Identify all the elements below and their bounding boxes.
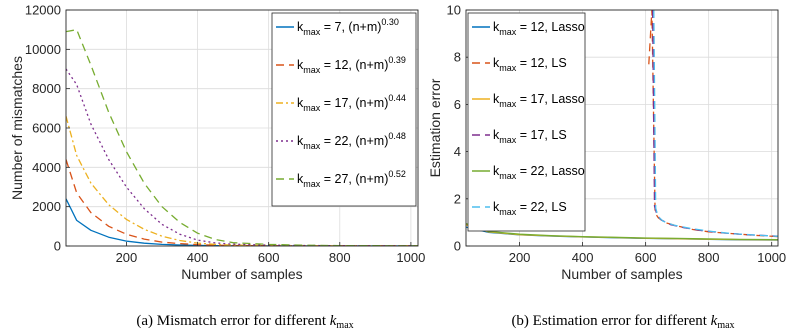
series-line-5 xyxy=(66,29,418,246)
x-tick-label: 400 xyxy=(187,250,209,265)
y-tick-label: 2000 xyxy=(32,199,61,214)
y-tick-label: 4 xyxy=(454,144,461,159)
y-tick-label: 8000 xyxy=(32,81,61,96)
legend-box xyxy=(467,12,586,232)
series-line-2 xyxy=(66,159,418,246)
legend-entry-5: kmax = 22, Lasso xyxy=(493,164,585,181)
legend-entry-4: kmax = 22, (n+m)0.48 xyxy=(297,131,406,151)
y-tick-label: 6000 xyxy=(32,121,61,136)
series-line-4 xyxy=(66,68,418,246)
x-tick-label: 400 xyxy=(572,250,594,265)
x-tick-label: 1000 xyxy=(757,250,786,265)
chart-panel-a: 200 400 600 800 1000020004000600080001000012… xyxy=(9,3,425,332)
x-tick-label: 800 xyxy=(698,250,720,265)
legend: kmax = 12, Lasso kmax = 12, LS kmax = 17, … xyxy=(467,12,586,232)
x-tick-label: 200 xyxy=(116,250,138,265)
series-line-3 xyxy=(66,116,418,246)
y-tick-label: 12000 xyxy=(25,3,61,18)
figure-caption: (a) Mismatch error for different kmax xyxy=(136,313,353,331)
legend-entry-2: kmax = 12, (n+m)0.39 xyxy=(297,55,406,75)
y-tick-label: 8 xyxy=(454,50,461,65)
y-tick-label: 10000 xyxy=(25,42,61,57)
x-tick-label: 800 xyxy=(329,250,351,265)
legend: kmax = 7, (n+m)0.30 kmax = 12, (n+m)0.39 k… xyxy=(271,12,417,207)
x-tick-label: 600 xyxy=(635,250,657,265)
legend-entry-1: kmax = 7, (n+m)0.30 xyxy=(297,17,399,37)
legend-entry-6: kmax = 22, LS xyxy=(493,200,567,217)
x-tick-label: 1000 xyxy=(396,250,425,265)
x-axis-label: Number of samples xyxy=(561,266,682,282)
y-tick-label: 0 xyxy=(54,239,61,254)
y-tick-label: 2 xyxy=(454,191,461,206)
legend-entry-3: kmax = 17, (n+m)0.44 xyxy=(297,93,406,113)
legend-entry-3: kmax = 17, Lasso xyxy=(493,92,585,109)
y-tick-label: 6 xyxy=(454,97,461,112)
y-tick-label: 4000 xyxy=(32,160,61,175)
legend-entry-5: kmax = 27, (n+m)0.52 xyxy=(297,169,406,189)
x-tick-label: 600 xyxy=(258,250,280,265)
y-tick-label: 0 xyxy=(454,239,461,254)
series-group xyxy=(466,10,778,241)
series-line-5 xyxy=(466,222,778,241)
y-axis-label: Estimation error xyxy=(427,78,443,177)
legend-entry-4: kmax = 17, LS xyxy=(493,128,567,145)
legend-entry-2: kmax = 12, LS xyxy=(493,56,567,73)
figure-caption: (b) Estimation error for different kmax xyxy=(511,313,734,331)
chart-panel-b: 200 400 600 800 1000 0 2 4 6 8 10 Number of samples… xyxy=(427,3,786,332)
legend-box xyxy=(271,12,417,207)
x-tick-label: 200 xyxy=(509,250,531,265)
series-line-6 xyxy=(653,10,778,237)
legend-entry-1: kmax = 12, Lasso xyxy=(493,20,585,37)
y-axis-label: Number of mismatches xyxy=(9,56,25,200)
x-axis-label: Number of samples xyxy=(181,266,302,282)
axes-frame xyxy=(465,9,779,247)
y-tick-label: 10 xyxy=(447,3,461,18)
